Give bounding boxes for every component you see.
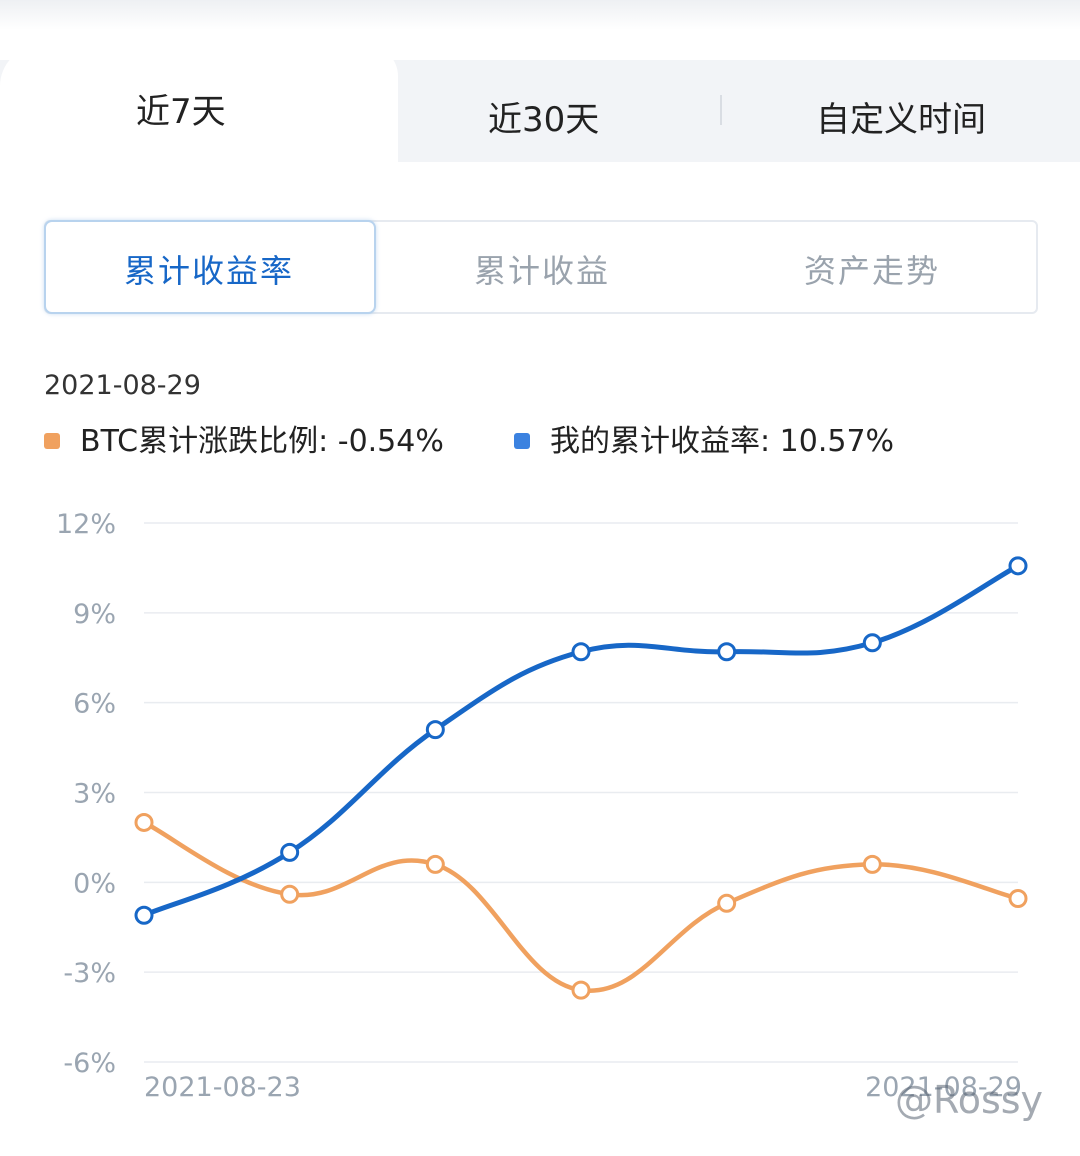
legend-mine-swatch <box>514 432 530 449</box>
btc-data-point <box>134 812 154 832</box>
tab-7-days[interactable]: 近7天 <box>136 92 226 132</box>
tab-30-days[interactable]: 近30天 <box>488 100 600 140</box>
btc-data-point <box>280 884 300 904</box>
legend-mine-label: 我的累计收益率: 10.57% <box>550 424 895 459</box>
my-return-data-point <box>280 842 300 862</box>
watermark: @Rossy <box>895 1078 1044 1122</box>
y-tick-label: -3% <box>63 958 116 989</box>
metric-tab-cumulative-return[interactable]: 累计收益 <box>474 252 611 290</box>
btc-data-point <box>862 854 882 874</box>
my-return-data-point <box>717 642 737 662</box>
btc-data-point <box>717 893 737 913</box>
legend-btc: BTC累计涨跌比例: -0.54% <box>44 416 444 459</box>
tab-custom-time[interactable]: 自定义时间 <box>816 100 986 140</box>
metric-tab-cumulative-return-rate[interactable]: 累计收益率 <box>124 252 295 290</box>
btc-data-point <box>1008 889 1028 909</box>
x-tick-label: 2021-08-23 <box>144 1072 301 1103</box>
btc-series-line <box>141 820 1021 993</box>
my-return-data-point <box>862 633 882 653</box>
top-fade <box>0 0 1080 30</box>
y-tick-label: 12% <box>56 509 116 540</box>
x-tick-label: 2021-08-29 <box>865 1072 1022 1103</box>
legend-btc-swatch <box>44 432 60 449</box>
btc-data-point <box>571 980 591 1000</box>
legend-btc-label: BTC累计涨跌比例: -0.54% <box>80 424 444 459</box>
my-return-data-point <box>571 642 591 662</box>
selected-date: 2021-08-29 <box>44 370 201 401</box>
tab-divider <box>720 95 722 125</box>
metric-tab-active-bg <box>44 220 376 314</box>
y-tick-label: 9% <box>73 599 116 630</box>
return-chart[interactable]: 12% 9% 6% 3% 0% -3% -6% 2021-08-23 2021-08-29 <box>0 490 1080 1110</box>
legend-mine: 我的累计收益率: 10.57% <box>514 416 895 459</box>
btc-data-point <box>425 854 445 874</box>
my-return-data-point <box>134 905 154 925</box>
metric-tab-asset-trend[interactable]: 资产走势 <box>804 252 941 290</box>
my-return-data-point <box>1008 556 1028 576</box>
y-tick-label: 6% <box>73 689 116 720</box>
y-tick-label: 0% <box>73 868 116 899</box>
y-tick-label: -6% <box>63 1048 116 1079</box>
y-tick-label: 3% <box>73 779 116 810</box>
my-return-data-point <box>425 720 445 740</box>
period-tab-active-bg <box>0 46 398 164</box>
